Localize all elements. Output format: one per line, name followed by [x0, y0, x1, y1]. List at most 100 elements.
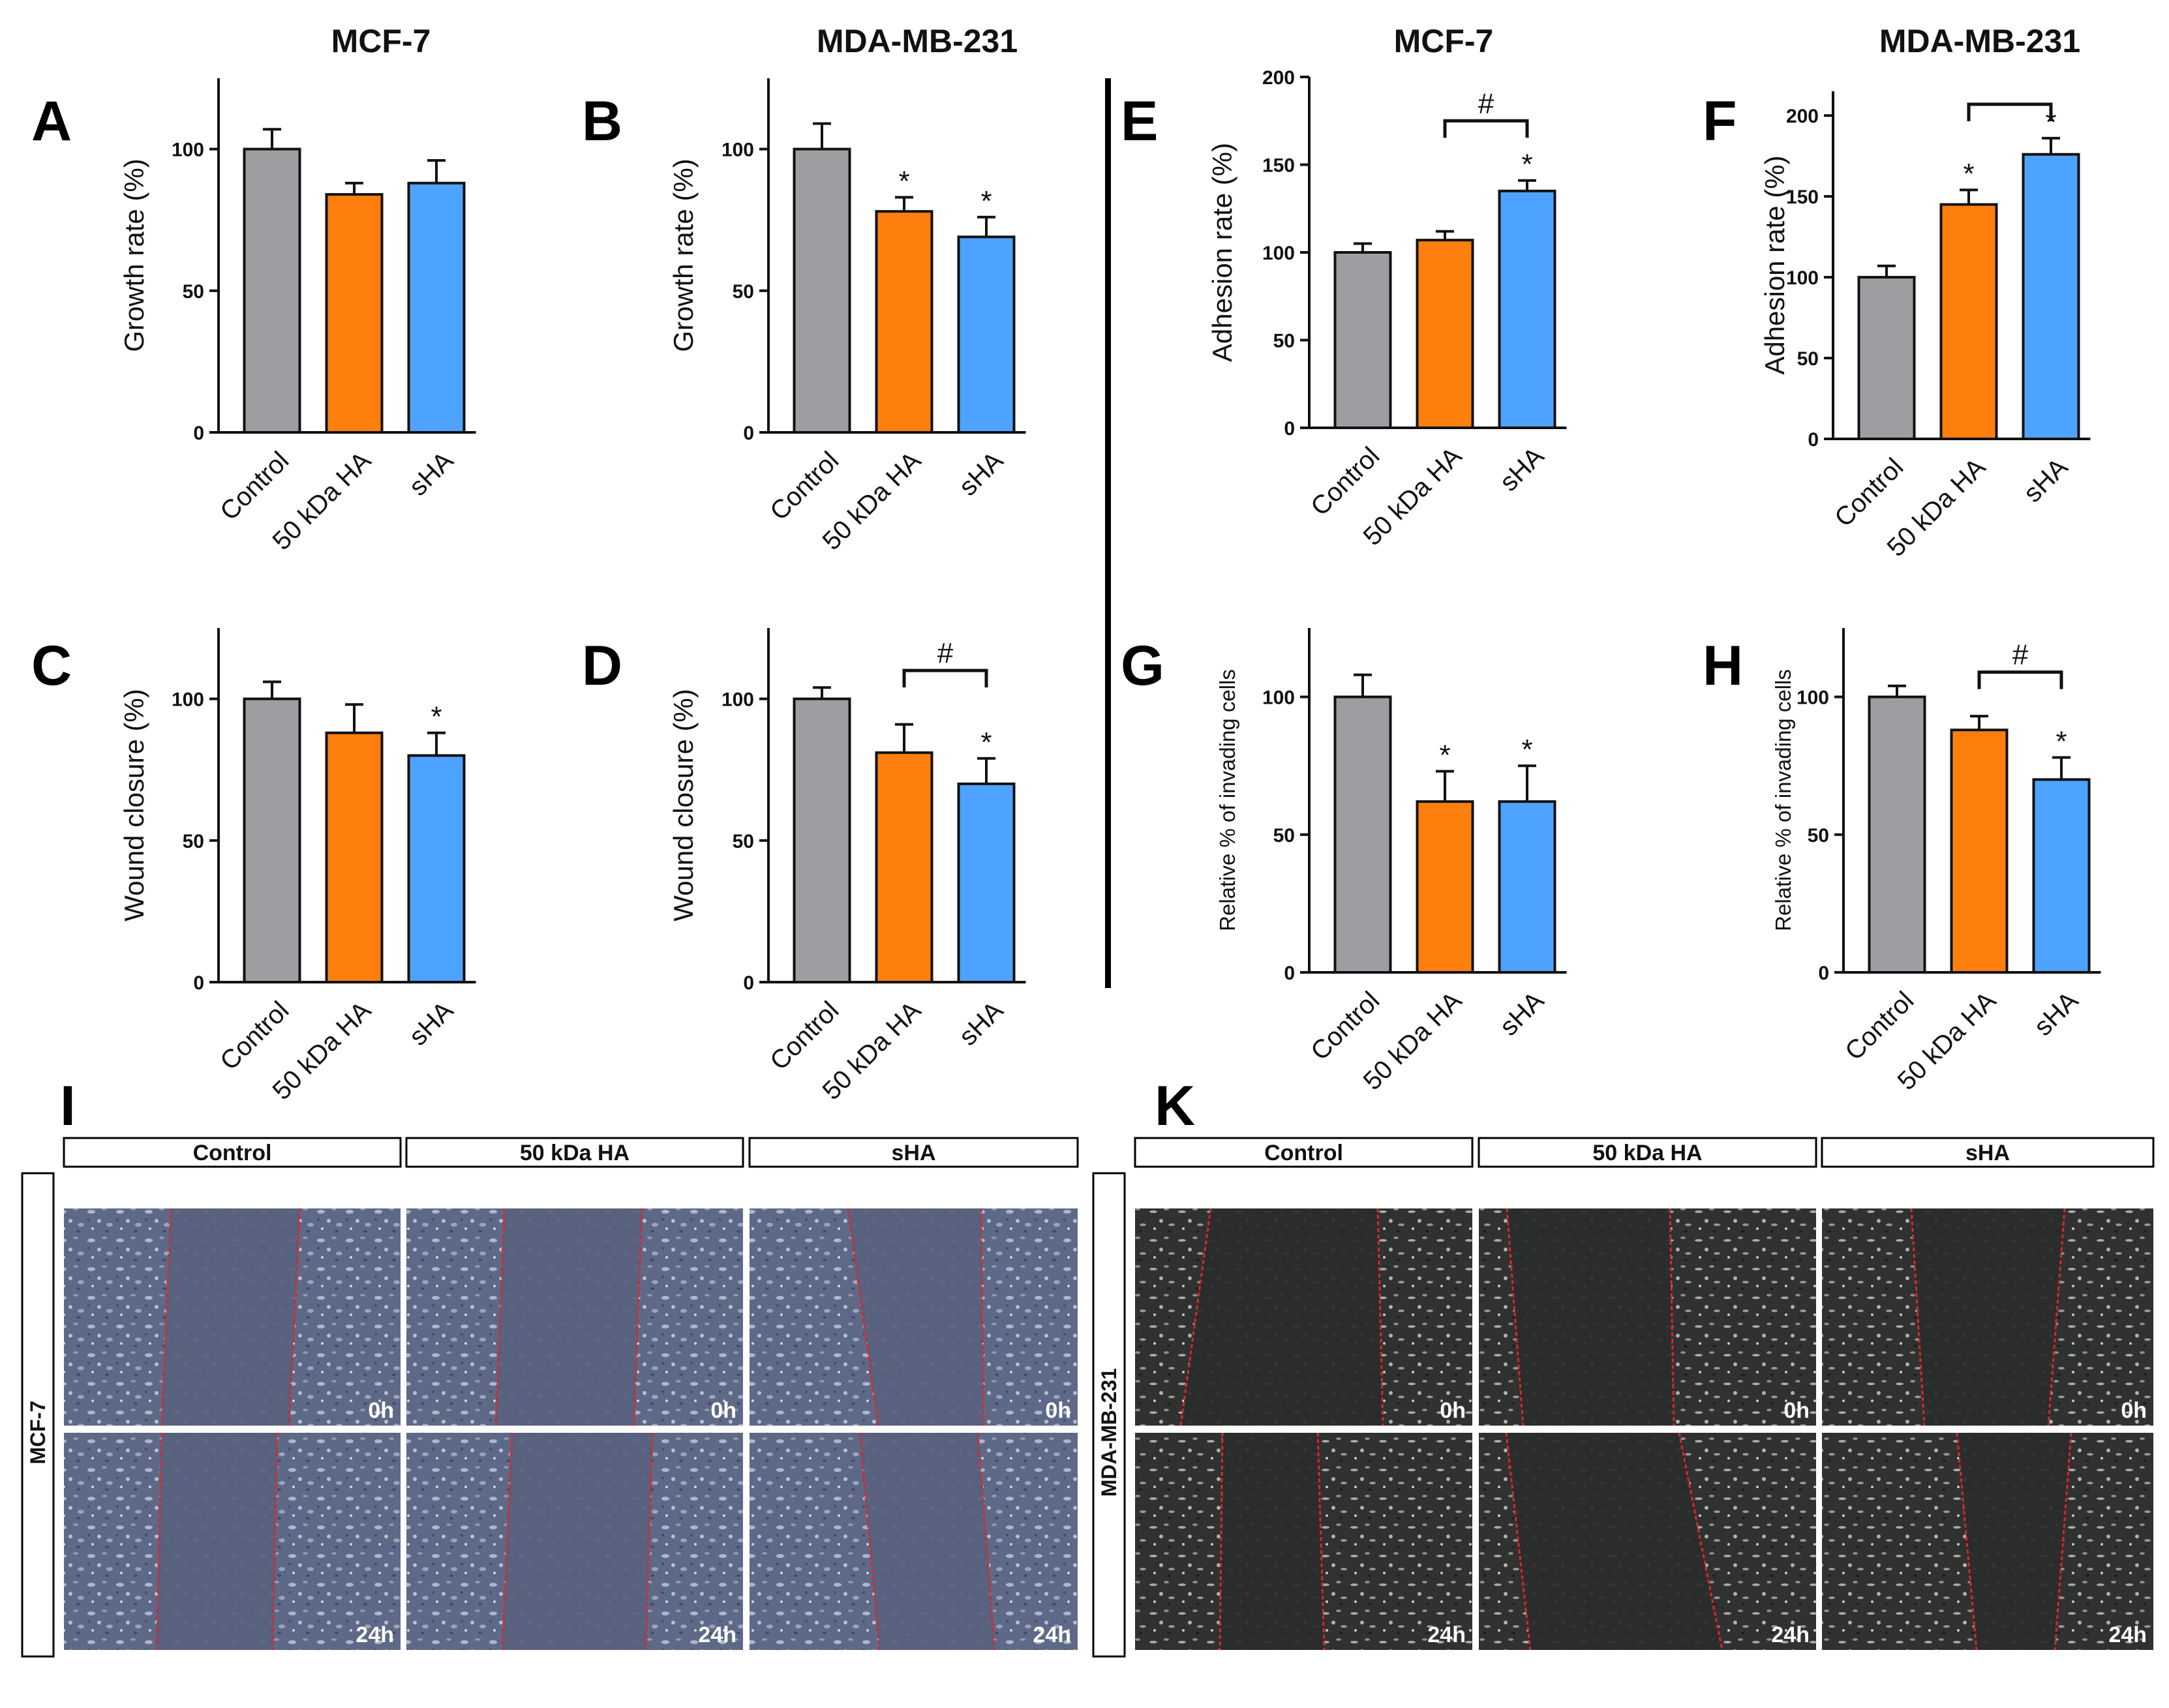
bar — [325, 731, 384, 984]
x-category-label: Control — [1305, 986, 1385, 1066]
bar — [325, 193, 384, 434]
wound-edge-left — [1956, 1432, 1978, 1651]
panel-label: A — [31, 90, 72, 153]
wound-gap — [157, 1433, 277, 1650]
wound-edge-left — [847, 1208, 879, 1426]
micrograph-panel-i: I MCF-7 Control 0h 24h 50 kDa HA 0h 24h sHA 0h 24h — [21, 1075, 1079, 1658]
wound-edge-right — [633, 1208, 643, 1426]
panel-label: I — [60, 1075, 76, 1137]
y-tick-label: 50 — [733, 281, 754, 303]
column-header: 50 kDa HA — [520, 1141, 629, 1165]
wound-edge-right — [288, 1208, 301, 1426]
wound-edge-left — [1505, 1432, 1532, 1651]
wound-gap — [162, 1208, 300, 1426]
bar — [1498, 800, 1556, 974]
column-header-box — [1821, 1137, 2155, 1168]
bracket-label: # — [1478, 87, 1494, 119]
timepoint-label: 0h — [1783, 1398, 1810, 1423]
wound-gap — [1957, 1433, 2071, 1650]
y-tick-label: 100 — [172, 689, 204, 711]
y-axis-label: Wound closure (%) — [119, 689, 149, 921]
bar — [243, 697, 301, 983]
y-axis-label: Growth rate (%) — [119, 158, 149, 352]
wound-gap — [1911, 1208, 2065, 1426]
bar — [1857, 276, 1916, 440]
y-axis-label: Relative % of invading cells — [1215, 669, 1239, 931]
column-header-box — [63, 1137, 402, 1168]
wound-gap — [1507, 1208, 1674, 1426]
x-category-label: Control — [765, 996, 844, 1075]
y-tick-label: 0 — [1284, 418, 1295, 440]
cell-line-label-box — [21, 1172, 55, 1658]
timepoint-label: 0h — [368, 1398, 394, 1423]
x-category-label: sHA — [404, 446, 459, 502]
bar — [407, 181, 466, 434]
wound-edge-left — [1910, 1208, 1926, 1426]
wound-edge-right — [645, 1432, 654, 1651]
comparison-bracket — [1977, 670, 2063, 689]
bracket-label: # — [937, 637, 954, 669]
wound-edge-left — [858, 1432, 881, 1651]
wound-edge-left — [1179, 1208, 1212, 1426]
bar-chart-panel-h: H Relative % of invading cells 0 50 100 Contr… — [1703, 628, 2101, 1096]
column-header: sHA — [1965, 1141, 2010, 1165]
y-tick-label: 100 — [1786, 267, 1819, 289]
y-tick-label: 150 — [1262, 155, 1295, 177]
y-tick-label: 100 — [721, 140, 754, 161]
x-category-label: sHA — [954, 446, 1009, 502]
bar — [1498, 189, 1556, 429]
significance-marker: * — [1521, 734, 1532, 766]
wound-gap — [496, 1208, 642, 1426]
y-tick-label: 0 — [743, 423, 754, 444]
y-tick-label: 50 — [1273, 331, 1295, 352]
column-header: sHA — [891, 1141, 935, 1165]
y-tick-label: 50 — [183, 281, 204, 303]
y-tick-label: 0 — [1284, 963, 1295, 984]
wound-edge-right — [2054, 1432, 2072, 1651]
bar — [2032, 778, 2091, 974]
timepoint-label: 24h — [698, 1623, 736, 1647]
y-tick-label: 100 — [1262, 687, 1295, 709]
x-category-label: Control — [765, 446, 844, 526]
y-tick-label: 50 — [1808, 825, 1829, 847]
panel-label: H — [1703, 635, 1743, 697]
y-tick-label: 50 — [1273, 825, 1295, 847]
wound-edge-right — [1678, 1432, 1723, 1651]
column-header-box — [748, 1137, 1079, 1168]
wound-edge-right — [977, 1432, 996, 1651]
bar — [1333, 695, 1392, 974]
bar — [1416, 800, 1474, 974]
timepoint-label: 24h — [1427, 1623, 1466, 1647]
x-category-label: sHA — [2029, 986, 2084, 1041]
significance-marker: * — [980, 727, 992, 758]
panel-label: E — [1121, 90, 1158, 153]
y-tick-label: 0 — [743, 972, 754, 994]
y-tick-label: 50 — [1797, 348, 1819, 370]
wound-gap — [848, 1208, 984, 1426]
wound-edge-right — [271, 1432, 279, 1651]
wound-gap — [1181, 1208, 1383, 1426]
y-tick-label: 100 — [1797, 687, 1829, 709]
y-tick-label: 50 — [183, 831, 204, 852]
timepoint-label: 0h — [710, 1398, 736, 1423]
comparison-bracket — [902, 668, 988, 688]
y-tick-label: 0 — [1818, 963, 1829, 984]
column-header: Control — [193, 1141, 272, 1165]
wound-edge-left — [1506, 1208, 1524, 1426]
y-tick-label: 0 — [193, 972, 204, 994]
bar — [875, 751, 933, 983]
column-header-box — [1478, 1137, 1817, 1168]
y-tick-label: 0 — [193, 423, 204, 444]
panel-divider — [1105, 78, 1111, 988]
wound-edge-right — [1669, 1208, 1675, 1426]
timepoint-label: 0h — [1440, 1398, 1466, 1423]
significance-marker: * — [1439, 740, 1450, 772]
bar — [793, 697, 851, 983]
wound-edge-right — [1316, 1432, 1326, 1651]
